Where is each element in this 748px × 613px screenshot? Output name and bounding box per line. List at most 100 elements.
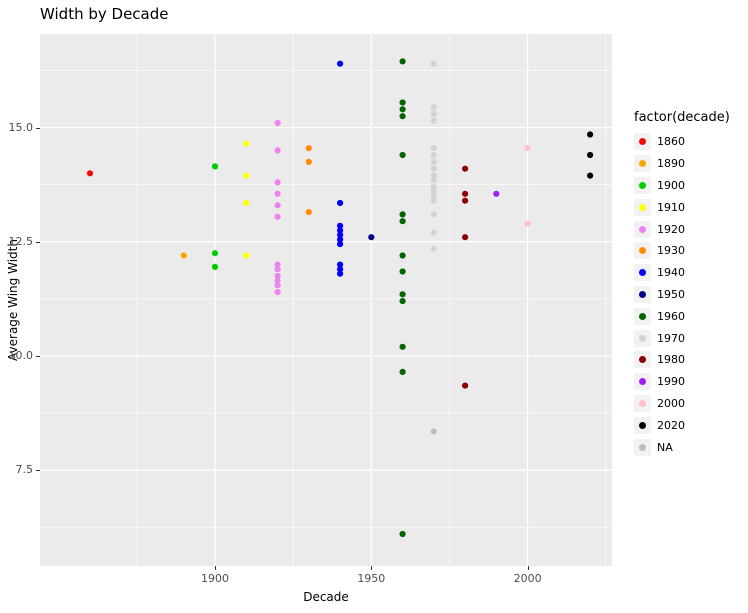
data-point-1980 xyxy=(462,165,469,172)
chart-title: Width by Decade xyxy=(40,5,169,23)
legend-dot-icon xyxy=(639,421,646,429)
legend-key xyxy=(634,351,651,369)
y-tick-mark xyxy=(36,241,40,243)
legend-key xyxy=(634,394,651,412)
data-point-1960 xyxy=(399,218,406,225)
data-point-1920 xyxy=(274,277,281,284)
data-point-1940 xyxy=(337,236,344,243)
scatter-plot xyxy=(40,34,612,566)
legend-key xyxy=(634,264,651,282)
x-tick-label: 2000 xyxy=(513,572,542,585)
y-tick-mark xyxy=(36,127,40,129)
legend-dot-icon xyxy=(639,312,646,320)
plot-panel xyxy=(40,34,612,566)
data-point-1930 xyxy=(305,158,312,165)
data-point-1920 xyxy=(274,288,281,296)
x-tick-label: 1900 xyxy=(201,572,230,585)
data-point-1940 xyxy=(337,241,344,248)
legend-dot-icon xyxy=(639,334,646,342)
data-point-1960 xyxy=(399,530,406,538)
data-point-1920 xyxy=(274,119,281,127)
data-point-1970 xyxy=(430,188,437,195)
y-tick-mark xyxy=(36,355,40,357)
legend-entry-label: 1860 xyxy=(657,135,685,149)
x-tick-mark xyxy=(527,566,529,570)
data-point-1970 xyxy=(430,211,437,218)
legend-key xyxy=(634,155,651,173)
legend-dot-icon xyxy=(639,356,646,364)
data-point-1960 xyxy=(399,252,406,259)
data-point-1960 xyxy=(399,106,406,113)
legend-entry-label: 1940 xyxy=(657,266,685,280)
data-point-1940 xyxy=(337,231,344,238)
data-point-1970 xyxy=(430,183,437,191)
legend-entry-1890: 1890 xyxy=(634,153,746,175)
legend-entry-label: 1910 xyxy=(657,200,685,214)
data-point-1890 xyxy=(180,252,187,259)
data-point-1920 xyxy=(274,282,281,289)
data-point-1940 xyxy=(337,261,344,268)
legend-entry-label: 1890 xyxy=(657,157,685,171)
legend-entry-NA: NA xyxy=(634,436,746,458)
data-point-NA xyxy=(430,428,437,435)
x-tick-label: 1950 xyxy=(357,572,386,585)
legend-dot-icon xyxy=(639,399,646,407)
data-point-1960 xyxy=(399,211,406,218)
data-point-1910 xyxy=(243,140,250,147)
y-tick-label: 7.5 xyxy=(15,463,34,477)
data-point-1920 xyxy=(274,202,281,209)
legend-entry-label: 2020 xyxy=(657,418,685,432)
legend-entry-1910: 1910 xyxy=(634,196,746,218)
y-tick-mark xyxy=(36,470,40,472)
legend-entry-label: 1970 xyxy=(657,331,685,345)
legend-key xyxy=(634,242,651,260)
data-point-1970 xyxy=(430,197,437,204)
data-point-1970 xyxy=(430,145,437,152)
data-point-1970 xyxy=(430,117,437,124)
data-point-1960 xyxy=(399,151,406,159)
legend-dot-icon xyxy=(639,160,646,168)
data-point-1860 xyxy=(86,170,94,177)
data-point-1920 xyxy=(274,147,281,154)
legend-entry-label: 1960 xyxy=(657,309,685,323)
y-tick-label: 15.0 xyxy=(8,120,34,134)
data-point-1920 xyxy=(274,179,281,186)
legend-entry-label: 1950 xyxy=(657,287,685,301)
data-point-1960 xyxy=(399,368,406,375)
data-point-1920 xyxy=(274,213,281,220)
legend-entry-label: 1900 xyxy=(657,178,685,192)
data-point-1920 xyxy=(274,261,281,268)
legend-dot-icon xyxy=(639,290,646,298)
legend-entry-2020: 2020 xyxy=(634,414,746,436)
legend-dot-icon xyxy=(639,203,646,211)
legend-entry-label: NA xyxy=(657,440,673,454)
x-tick-mark xyxy=(371,566,373,570)
data-point-1970 xyxy=(430,165,437,172)
data-point-1960 xyxy=(399,298,406,305)
x-tick-mark xyxy=(215,566,217,570)
legend-entry-1930: 1930 xyxy=(634,240,746,262)
legend-key xyxy=(634,220,651,238)
legend-key xyxy=(634,307,651,325)
legend-key xyxy=(634,416,651,434)
data-point-1970 xyxy=(430,245,437,252)
data-point-1980 xyxy=(462,382,469,389)
data-point-2000 xyxy=(524,145,531,152)
legend-entry-label: 1980 xyxy=(657,353,685,367)
data-point-1920 xyxy=(274,272,281,280)
legend-dot-icon xyxy=(639,443,646,451)
data-point-1900 xyxy=(211,263,219,270)
data-point-2020 xyxy=(587,131,594,138)
legend-key xyxy=(634,198,651,216)
legend-key xyxy=(634,285,651,303)
legend-entry-label: 1920 xyxy=(657,222,685,236)
legend-dot-icon xyxy=(639,181,646,189)
legend-entry-1990: 1990 xyxy=(634,371,746,393)
data-point-1970 xyxy=(430,151,437,159)
data-point-1980 xyxy=(462,197,469,204)
data-point-2020 xyxy=(587,172,594,179)
legend-entry-2000: 2000 xyxy=(634,393,746,415)
legend-entry-label: 1930 xyxy=(657,244,685,258)
data-point-1970 xyxy=(430,110,437,117)
legend-entry-1960: 1960 xyxy=(634,305,746,327)
